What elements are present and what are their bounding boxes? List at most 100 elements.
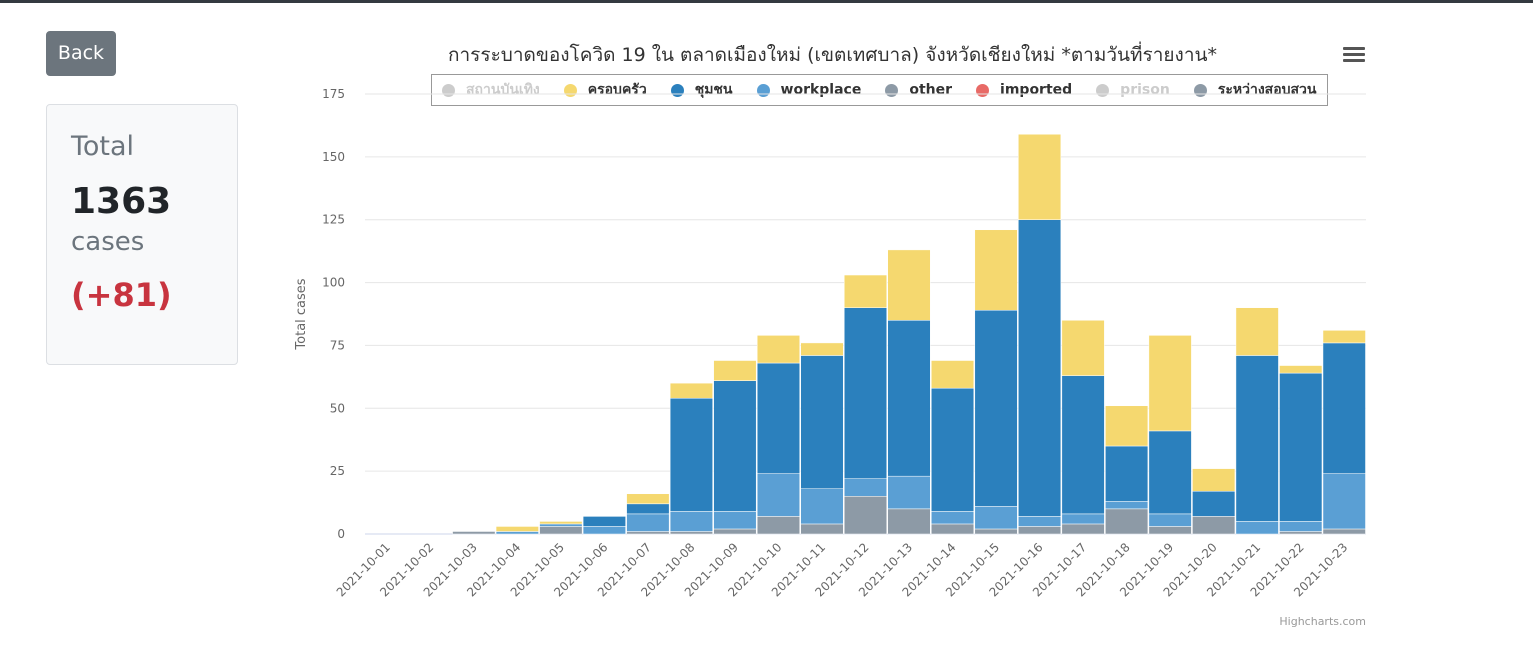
- bar-segment: [800, 355, 844, 489]
- bar-segment: [582, 516, 626, 527]
- bar-segment: [800, 342, 844, 356]
- bar-segment: [713, 360, 757, 381]
- bar-segment: [974, 528, 1018, 535]
- bar-segment: [1061, 320, 1105, 376]
- y-tick-label: 0: [337, 527, 345, 541]
- y-tick-label: 125: [322, 213, 345, 227]
- top-bar: [0, 0, 1533, 3]
- bar-segment: [843, 496, 888, 535]
- bar-segment: [626, 503, 670, 515]
- bar-segment: [756, 335, 800, 364]
- bar-segment: [843, 478, 888, 497]
- y-tick-label: 50: [330, 401, 345, 415]
- hamburger-menu-icon[interactable]: [1343, 47, 1365, 67]
- legend-marker-icon: [1193, 83, 1207, 97]
- bar-segment: [713, 511, 757, 530]
- bar-segment: [1279, 521, 1323, 532]
- bar-segment: [843, 307, 888, 479]
- bar-segment: [974, 229, 1018, 311]
- bar-segment: [1235, 521, 1279, 535]
- legend-marker-icon: [563, 83, 577, 97]
- bar-segment: [1061, 513, 1105, 525]
- bar-segment: [626, 513, 670, 532]
- bar-segment: [1279, 365, 1323, 374]
- legend-marker-icon: [976, 83, 990, 97]
- bar-segment: [1105, 405, 1149, 447]
- bar-segment: [713, 528, 757, 535]
- legend-marker-icon: [442, 83, 455, 97]
- total-card: Total 1363 cases (+81): [46, 104, 238, 365]
- bar-segment: [1148, 526, 1192, 535]
- bar-segment: [1322, 473, 1366, 530]
- legend-marker-icon: [670, 83, 684, 97]
- bar-segment: [843, 274, 888, 308]
- bar-segment: [626, 531, 670, 535]
- bar-segment: [582, 526, 626, 535]
- bar-segment: [669, 397, 713, 512]
- bar-segment: [756, 516, 800, 535]
- bar-segment: [931, 511, 975, 525]
- bar-segment: [1148, 513, 1192, 527]
- bar-segment: [539, 521, 583, 525]
- bar-segment: [1105, 508, 1149, 535]
- y-axis-title: Total cases: [294, 278, 309, 350]
- total-count: 1363: [71, 181, 172, 222]
- bar-segment: [887, 508, 931, 535]
- bar-segment: [1235, 355, 1279, 522]
- bar-segment: [1279, 531, 1323, 535]
- bar-segment: [1148, 335, 1192, 432]
- bar-segment: [1018, 219, 1062, 517]
- bar-segment: [713, 380, 757, 512]
- bar-segment: [539, 526, 583, 535]
- bar-segment: [800, 488, 844, 525]
- bar-segment: [931, 387, 975, 512]
- bar-segment: [1018, 516, 1062, 527]
- bar-segment: [887, 249, 931, 321]
- bar-segment: [669, 511, 713, 532]
- bar-segment: [1105, 501, 1149, 510]
- bar-segment: [931, 523, 975, 535]
- bar-segment: [1018, 133, 1062, 220]
- bar-segment: [495, 526, 539, 532]
- bar-segment: [1322, 342, 1366, 474]
- y-tick-label: 175: [322, 87, 345, 101]
- total-title: Total: [71, 131, 135, 162]
- bar-segment: [1192, 516, 1236, 535]
- bar-segment: [974, 506, 1018, 530]
- legend-marker-icon: [885, 83, 899, 97]
- bar-segment: [1322, 528, 1366, 535]
- bar-segment: [669, 531, 713, 535]
- y-tick-label: 75: [330, 338, 345, 352]
- bar-segment: [1148, 430, 1192, 515]
- bar-segment: [756, 362, 800, 474]
- bar-segment: [626, 493, 670, 505]
- bar-segment: [1105, 445, 1149, 502]
- y-tick-label: 100: [322, 276, 345, 290]
- bar-segment: [1192, 468, 1236, 492]
- bar-segment: [800, 523, 844, 535]
- bar-segment: [887, 320, 931, 477]
- bar-segment: [452, 531, 496, 535]
- total-unit: cases: [71, 227, 145, 257]
- bar-segment: [1322, 330, 1366, 344]
- bar-segment: [756, 473, 800, 517]
- bar-segment: [931, 360, 975, 389]
- legend-marker-icon: [1096, 83, 1110, 97]
- bar-segment: [1192, 491, 1236, 517]
- bar-segment: [1061, 523, 1105, 535]
- bar-segment: [887, 475, 931, 510]
- bar-segment: [1018, 526, 1062, 535]
- bar-segment: [1279, 372, 1323, 522]
- y-tick-label: 25: [330, 464, 345, 478]
- bar-segment: [1235, 307, 1279, 356]
- highcharts-credits-link[interactable]: Highcharts.com: [1279, 615, 1366, 628]
- bar-segment: [974, 309, 1018, 507]
- bar-segment: [1061, 375, 1105, 515]
- bar-segment: [495, 531, 539, 535]
- legend-marker-icon: [756, 83, 770, 97]
- total-delta: (+81): [71, 276, 172, 314]
- y-tick-label: 150: [322, 150, 345, 164]
- back-button[interactable]: Back: [46, 31, 116, 76]
- chart-title: การระบาดของโควิด 19 ใน ตลาดเมืองใหม่ (เข…: [448, 44, 1217, 66]
